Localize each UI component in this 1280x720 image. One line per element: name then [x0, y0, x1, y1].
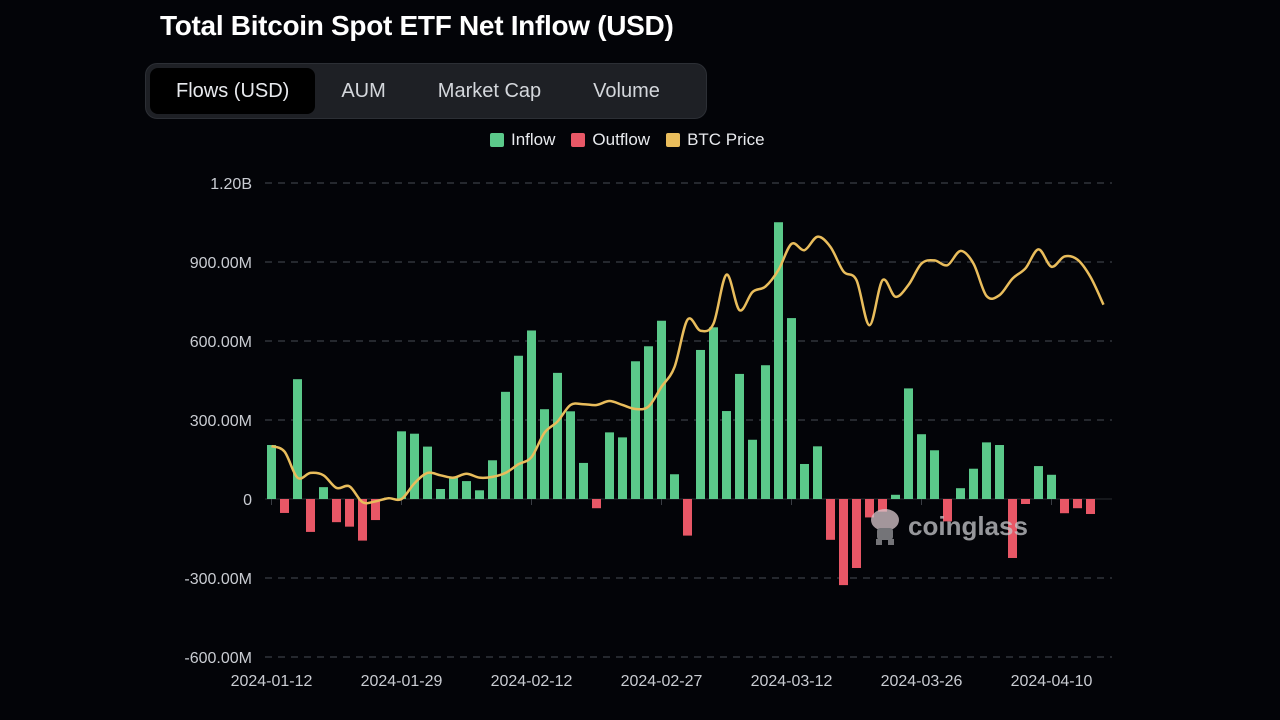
- inflow-swatch: [490, 133, 504, 147]
- inflow-bar: [319, 487, 328, 499]
- outflow-bar: [878, 499, 887, 512]
- inflow-bar: [462, 481, 471, 499]
- inflow-bar: [748, 439, 757, 499]
- outflow-bar: [943, 499, 952, 522]
- inflow-bar: [397, 431, 406, 499]
- outflow-bar: [852, 499, 861, 568]
- inflow-bar: [982, 442, 991, 499]
- outflow-swatch: [571, 133, 586, 147]
- inflow-bar: [891, 494, 900, 499]
- outflow-bar: [839, 499, 848, 586]
- inflow-bar: [488, 460, 497, 499]
- outflow-bar: [358, 499, 367, 541]
- chart-title: Total Bitcoin Spot ETF Net Inflow (USD): [160, 10, 674, 41]
- inflow-bar: [969, 468, 978, 499]
- inflow-bar: [1047, 474, 1056, 499]
- legend-item-inflow[interactable]: Inflow: [490, 130, 555, 150]
- inflow-bar: [514, 355, 523, 499]
- inflow-bar: [657, 320, 666, 499]
- y-tick-label: 0: [243, 492, 252, 509]
- y-tick-label: 900.00M: [190, 255, 252, 272]
- inflow-bar: [722, 411, 731, 499]
- outflow-bar: [1060, 499, 1069, 514]
- inflow-bar: [1034, 466, 1043, 499]
- inflow-bar: [670, 474, 679, 499]
- inflow-bar: [917, 434, 926, 499]
- y-tick-label: 1.20B: [210, 176, 252, 193]
- inflow-bar: [605, 432, 614, 499]
- inflow-bar: [813, 446, 822, 499]
- outflow-bar: [280, 499, 289, 513]
- y-tick-label: 600.00M: [190, 334, 252, 351]
- inflow-bar: [475, 490, 484, 499]
- inflow-bar: [579, 462, 588, 499]
- inflow-bar: [436, 488, 445, 499]
- tab-aum[interactable]: AUM: [341, 79, 386, 102]
- inflow-bar: [930, 450, 939, 499]
- outflow-bar: [1086, 499, 1095, 515]
- y-tick-label: -300.00M: [184, 571, 252, 588]
- outflow-bar: [306, 499, 315, 532]
- x-tick-label: 2024-02-27: [621, 673, 703, 690]
- inflow-bar: [618, 437, 627, 499]
- watermark-text: coinglass: [908, 510, 1028, 541]
- inflow-bar: [631, 361, 640, 499]
- outflow-bar: [1073, 499, 1082, 509]
- inflow-bar: [696, 349, 705, 499]
- outflow-bar: [1008, 499, 1017, 558]
- inflow-bar: [995, 445, 1004, 499]
- y-tick-label: -600.00M: [184, 650, 252, 667]
- outflow-bar: [332, 499, 341, 523]
- legend-label: BTC Price: [687, 130, 765, 149]
- inflow-bar: [410, 433, 419, 499]
- x-tick-label: 2024-02-12: [491, 673, 573, 690]
- inflow-bar: [566, 411, 575, 499]
- x-tick-label: 2024-04-10: [1011, 673, 1093, 690]
- inflow-bar: [644, 346, 653, 499]
- legend-label: Inflow: [511, 130, 556, 149]
- inflow-bar: [449, 477, 458, 499]
- tab-market-cap[interactable]: Market Cap: [437, 79, 542, 102]
- chart-legend: Inflow Outflow BTC Price: [490, 130, 765, 150]
- coinglass-logo-icon: [871, 509, 899, 545]
- inflow-bar: [956, 488, 965, 499]
- inflow-bar: [293, 379, 302, 499]
- inflow-bar: [735, 373, 744, 499]
- inflow-bar: [527, 330, 536, 499]
- outflow-bar: [371, 499, 380, 521]
- tab-volume[interactable]: Volume: [593, 79, 660, 102]
- inflow-bar: [709, 327, 718, 499]
- price-swatch: [666, 133, 681, 147]
- coinglass-watermark: coinglass: [868, 506, 1028, 546]
- btc-price-line: [271, 235, 1105, 505]
- tab-flows[interactable]: Flows (USD): [150, 68, 316, 114]
- outflow-bar: [683, 499, 692, 536]
- x-tick-label: 2024-03-26: [881, 673, 963, 690]
- legend-label: Outflow: [592, 130, 651, 149]
- inflow-bar: [267, 445, 276, 499]
- outflow-bar: [592, 499, 601, 509]
- inflow-bar: [774, 222, 783, 499]
- inflow-bar: [540, 409, 549, 499]
- x-tick-label: 2024-01-29: [361, 673, 443, 690]
- legend-item-outflow[interactable]: Outflow: [571, 130, 650, 150]
- outflow-bar: [1021, 499, 1030, 505]
- outflow-bar: [865, 499, 874, 518]
- inflow-bar: [553, 372, 562, 499]
- x-tick-label: 2024-01-12: [231, 673, 313, 690]
- inflow-bar: [761, 365, 770, 499]
- x-tick-label: 2024-03-12: [751, 673, 833, 690]
- inflow-bar: [787, 318, 796, 499]
- y-tick-label: 300.00M: [190, 413, 252, 430]
- outflow-bar: [826, 499, 835, 540]
- outflow-bar: [345, 499, 354, 527]
- inflow-bar: [501, 391, 510, 499]
- legend-item-btc-price[interactable]: BTC Price: [666, 130, 765, 150]
- inflow-bar: [800, 463, 809, 499]
- metric-tabs: Flows (USD) AUM Market Cap Volume: [145, 63, 707, 119]
- inflow-bar: [904, 388, 913, 499]
